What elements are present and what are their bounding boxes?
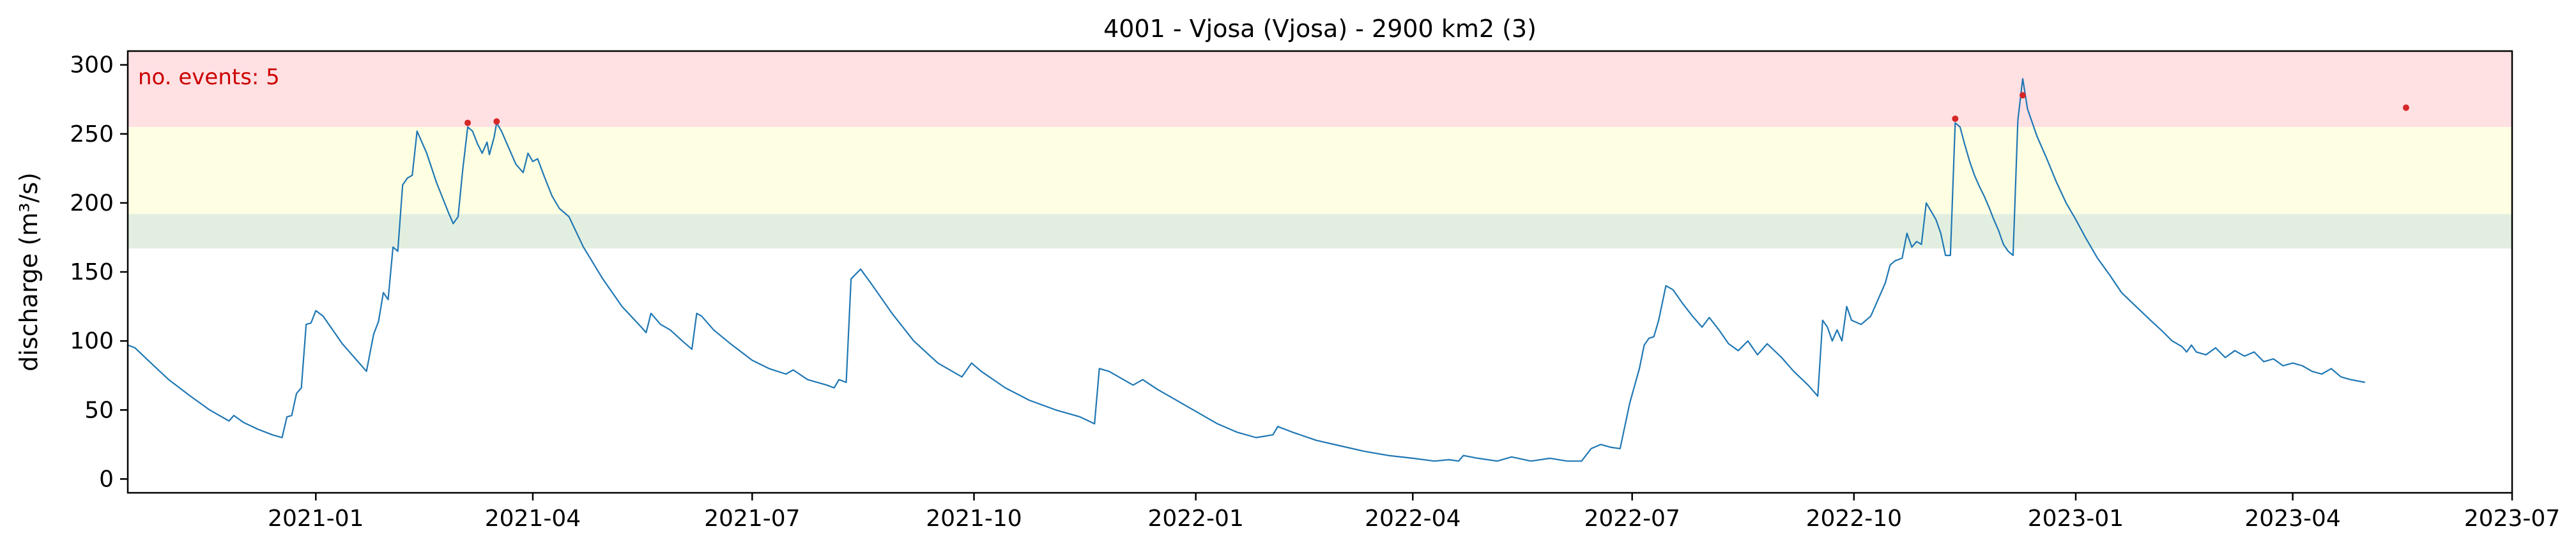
y-tick-label: 0 (99, 466, 114, 492)
threshold-bands (128, 51, 2512, 249)
chart-title: 4001 - Vjosa (Vjosa) - 2900 km2 (3) (1103, 15, 1537, 43)
discharge-series (127, 78, 2366, 462)
y-tick-label: 300 (70, 52, 114, 79)
event-marker (2402, 104, 2409, 111)
y-tick-label: 200 (70, 190, 114, 216)
x-tick-label: 2021-04 (485, 506, 581, 532)
threshold-band-level-1 (128, 214, 2512, 249)
x-axis: 2021-01 2021-04 2021-07 2021-10 2022-01 2022-… (268, 493, 2560, 532)
y-tick-label: 100 (70, 328, 114, 354)
x-tick-label: 2022-04 (1365, 506, 1460, 532)
y-tick-label: 150 (70, 259, 114, 285)
x-tick-label: 2021-01 (268, 506, 364, 532)
x-tick-label: 2021-07 (704, 506, 800, 532)
event-count-annotation: no. events: 5 (138, 64, 280, 90)
threshold-band-level-3 (128, 51, 2512, 127)
x-tick-label: 2021-10 (926, 506, 1022, 532)
event-marker (1952, 115, 1959, 122)
x-tick-label: 2023-04 (2244, 506, 2340, 532)
event-marker (493, 118, 500, 125)
x-tick-label: 2022-01 (1147, 506, 1243, 532)
series-line-discharge (127, 78, 2366, 462)
event-marker (464, 119, 471, 126)
y-axis-label: discharge (m³/s) (15, 172, 43, 372)
x-tick-label: 2023-01 (2028, 506, 2124, 532)
y-tick-label: 50 (84, 397, 114, 423)
y-axis: 0 50 100 150 200 250 300 (70, 52, 128, 492)
event-markers (464, 92, 2409, 126)
threshold-band-level-2 (128, 126, 2512, 214)
x-tick-label: 2022-07 (1584, 506, 1680, 532)
x-tick-label: 2023-07 (2464, 506, 2560, 532)
event-marker (2019, 92, 2026, 99)
y-tick-label: 250 (70, 121, 114, 147)
x-tick-label: 2022-10 (1806, 506, 1902, 532)
